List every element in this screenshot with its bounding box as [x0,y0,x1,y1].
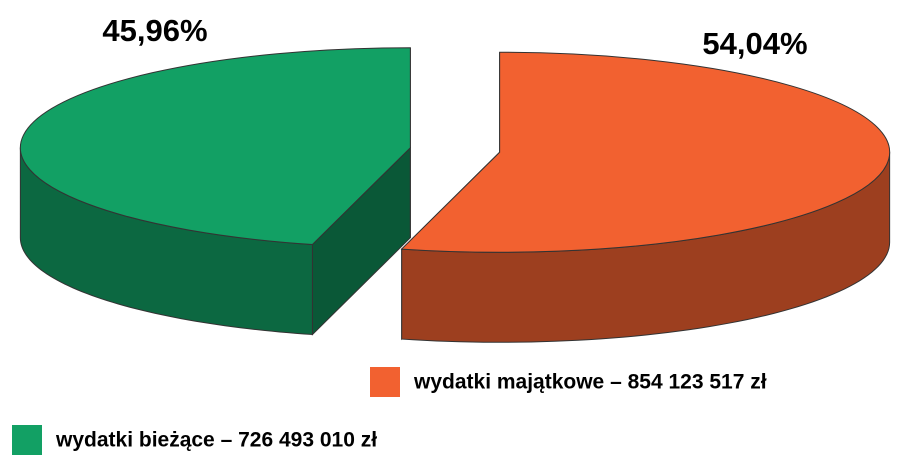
value-label: 54,04% [702,26,807,61]
legend-swatch [370,367,400,397]
legend-label: wydatki majątkowe – 854 123 517 zł [413,371,767,394]
slice [400,51,891,253]
legend-label: wydatki bieżące – 726 493 010 zł [55,429,377,452]
legend-swatch [12,425,42,455]
slice [19,47,411,246]
value-label: 45,96% [102,13,207,48]
